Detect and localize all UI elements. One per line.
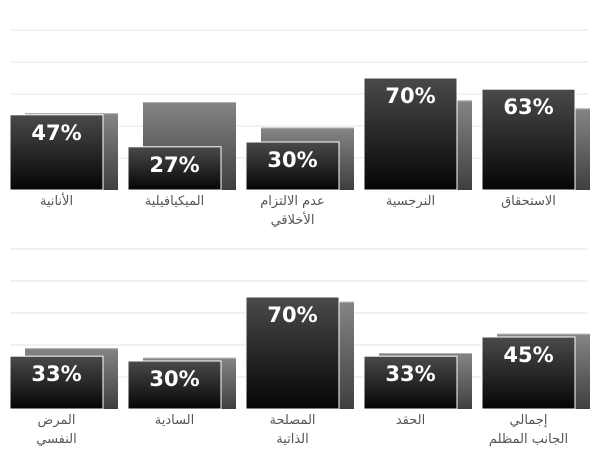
category-label-line: المرض bbox=[38, 413, 76, 428]
value-label: 30% bbox=[149, 367, 199, 391]
bar-main bbox=[481, 88, 576, 191]
category-label: إجمالي الجانب المظلم bbox=[489, 413, 568, 447]
chart-panel-2: 33% المرض النفسي 30% السادية 70% المصلحة الذاتي… bbox=[9, 248, 590, 447]
category-label: المصلحة الذاتية bbox=[269, 413, 315, 447]
category-label-line: المصلحة bbox=[269, 413, 315, 428]
category-label-line: الذاتية bbox=[276, 432, 309, 447]
value-label: 70% bbox=[385, 84, 435, 108]
category-label: المرض النفسي bbox=[36, 413, 77, 447]
category-label-line: الجانب المظلم bbox=[489, 432, 568, 447]
value-label: 30% bbox=[267, 148, 317, 172]
bar-main bbox=[127, 146, 222, 191]
category-label: الحقد bbox=[396, 413, 425, 428]
category-label: السادية bbox=[155, 413, 195, 428]
category-label-line: الحقد bbox=[396, 413, 425, 428]
category-label: عدم الالتزام الأخلاقي bbox=[260, 194, 325, 228]
category-label-line: النرجسية bbox=[386, 194, 435, 209]
category-label-line: إجمالي bbox=[510, 413, 548, 428]
chart-panel-1: 47% الأنانية 27% الميكيافيلية 30% عدم الالتزا… bbox=[9, 29, 590, 228]
value-label: 33% bbox=[385, 362, 435, 386]
value-label: 27% bbox=[149, 153, 199, 177]
bar-main bbox=[127, 360, 222, 410]
category-label-line: السادية bbox=[155, 413, 195, 428]
category-label-line: الأنانية bbox=[40, 192, 73, 209]
category-label-line: عدم الالتزام bbox=[260, 194, 325, 209]
category-label-line: الأخلاقي bbox=[271, 211, 315, 228]
category-label: الميكيافيلية bbox=[145, 194, 204, 209]
value-label: 45% bbox=[503, 343, 553, 367]
category-label-line: الاستحقاق bbox=[501, 194, 556, 209]
bar-main bbox=[363, 355, 458, 410]
category-label: الاستحقاق bbox=[501, 194, 556, 209]
category-label-line: النفسي bbox=[36, 432, 77, 447]
value-label: 63% bbox=[503, 95, 553, 119]
category-label: الأنانية bbox=[40, 192, 73, 209]
bar-main bbox=[363, 77, 458, 191]
value-label: 70% bbox=[267, 303, 317, 327]
bar-main bbox=[245, 296, 340, 410]
value-label: 33% bbox=[31, 362, 81, 386]
bar-main bbox=[481, 336, 576, 410]
value-label: 47% bbox=[31, 121, 81, 145]
category-label-line: الميكيافيلية bbox=[145, 194, 204, 209]
bar-main bbox=[9, 355, 104, 410]
category-label: النرجسية bbox=[386, 194, 435, 209]
bar-main bbox=[245, 141, 340, 191]
bar-main bbox=[9, 114, 104, 191]
